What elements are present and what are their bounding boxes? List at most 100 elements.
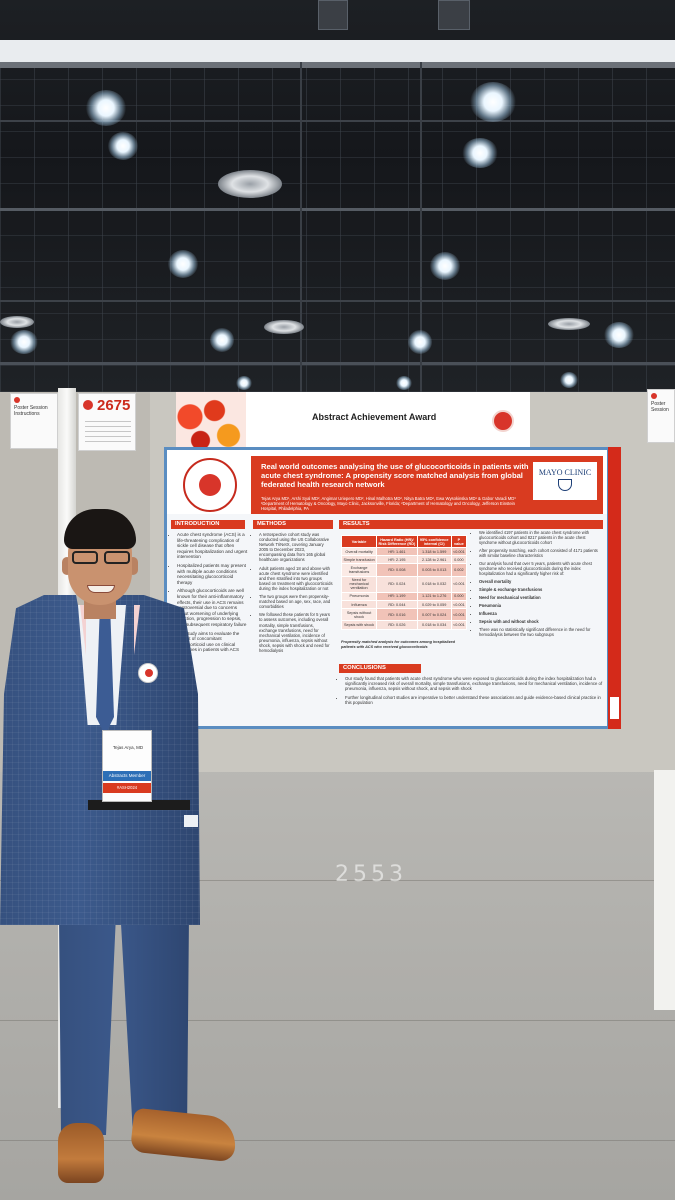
- results-caption: Propensity matched analysis for outcomes…: [341, 640, 455, 649]
- table-cell: <0.001: [450, 546, 468, 557]
- summary-item: There was no statistically significant d…: [479, 627, 603, 637]
- table-cell: RD: 0.026: [376, 620, 418, 630]
- summary-item: Sepsis with and without shock: [479, 619, 603, 624]
- ceiling-beam: [0, 362, 675, 365]
- poster-side-strip: [608, 447, 621, 729]
- table-cell: 1.121 to 1.276: [416, 591, 452, 601]
- table-cell: 1.318 to 1.599: [416, 546, 452, 557]
- conclusions-heading: CONCLUSIONS: [339, 664, 421, 673]
- intro-item: Hospitalized patients may present with m…: [177, 563, 249, 585]
- ceiling-light: [10, 330, 38, 354]
- booth-number-sign: 2675: [78, 393, 136, 451]
- conclusion-item: Our study found that patients with acute…: [345, 676, 603, 692]
- intro-list: Acute chest syndrome (ACS) is a life-thr…: [171, 532, 249, 653]
- column-header: P value: [450, 535, 468, 548]
- summary-item: Influenza: [479, 611, 603, 616]
- ash-pin-icon: [138, 663, 158, 683]
- affiliations: ¹Department of Hematology & Oncology, Ma…: [261, 501, 515, 511]
- table-cell: 0.007 to 0.024: [416, 608, 452, 622]
- award-banner: Abstract Achievement Award: [176, 392, 530, 454]
- sign-title: Poster Session: [651, 401, 669, 413]
- mayo-clinic-logo: MAYO CLINIC: [533, 462, 597, 500]
- poster-body: Real world outcomes analysing the use of…: [167, 450, 607, 726]
- presenter: Tejas Arya, MD Abstracts Member #ASH2024: [0, 505, 240, 1195]
- truss-shadow: [0, 62, 675, 68]
- table-row: Influenza RD: 0.044 0.029 to 0.059 <0.001: [340, 599, 468, 610]
- booth-number: 2675: [97, 397, 131, 414]
- author-list: Tejas Arya MD¹, Arshi Syal MD², Angimar …: [261, 496, 516, 501]
- hair: [64, 509, 136, 549]
- ash-logo-icon: [651, 393, 657, 399]
- table-cell: RD: 0.044: [376, 599, 418, 610]
- table-cell: 0.002: [450, 563, 468, 577]
- intro-item: Acute chest syndrome (ACS) is a life-thr…: [177, 532, 249, 560]
- right-lens: [104, 551, 130, 564]
- table-cell: RD: 0.024: [376, 575, 418, 593]
- ceiling-rail: [300, 62, 302, 392]
- sign-title: Poster Session Instructions: [14, 405, 48, 417]
- table-cell: HR: 1.199: [376, 591, 418, 601]
- left-lens: [72, 551, 98, 564]
- methods-list: A retrospective cohort study was conduct…: [253, 532, 333, 653]
- table-cell: 0.000: [450, 555, 468, 565]
- ceiling-rail: [420, 62, 422, 392]
- table-row: Exchange transfusions RD: 0.008 0.003 to 0…: [340, 563, 468, 577]
- right-ear: [128, 557, 138, 575]
- smile: [87, 585, 115, 593]
- floor-seam: [0, 1020, 675, 1021]
- ceiling-light: [408, 330, 432, 354]
- summary-item: Simple & exchange transfusions: [479, 587, 603, 592]
- ceiling-beam: [0, 208, 675, 211]
- table-cell: Influenza: [340, 599, 378, 610]
- table-header-row: Variable Hazard Ratio (HR)/ Risk Differe…: [340, 535, 468, 548]
- intro-column: Acute chest syndrome (ACS) is a life-thr…: [171, 532, 249, 656]
- badge-ribbon: #ASH2024: [103, 783, 151, 793]
- intro-heading: INTRODUCTION: [171, 520, 245, 529]
- booth-pole-right: [654, 770, 675, 1010]
- floor-seam: [0, 880, 675, 881]
- table-cell: <0.001: [450, 575, 468, 593]
- table-cell: 2.128 to 2.961: [416, 555, 452, 565]
- ceiling-light: [108, 132, 138, 160]
- ceiling-vent: [548, 318, 590, 330]
- intro-item: Our study aims to evaluate the impact of…: [177, 631, 249, 653]
- blood-cells-image: [176, 392, 246, 454]
- poster-title-bar: Real world outcomes analysing the use of…: [251, 456, 603, 514]
- conclusions-list: Our study found that patients with acute…: [339, 676, 603, 705]
- table-cell: 0.018 to 0.034: [416, 620, 452, 630]
- ceiling-light: [210, 328, 234, 352]
- ceiling-light: [86, 90, 126, 126]
- column-header: 95% confidence interval (CI): [416, 535, 452, 548]
- table-cell: Exchange transfusions: [340, 563, 378, 577]
- ceiling-vent: [264, 320, 304, 334]
- ash-seal: [173, 456, 247, 514]
- poster-instructions-sign: Poster Session Instructions: [10, 393, 58, 449]
- summary-item: After propensity matching, each cohort c…: [479, 548, 603, 558]
- methods-heading: METHODS: [253, 520, 333, 529]
- ceiling-light: [470, 82, 516, 122]
- table-row: Pneumonia HR: 1.199 1.121 to 1.276 0.000: [340, 591, 468, 601]
- table-cell: Pneumonia: [340, 591, 378, 601]
- results-heading: RESULTS: [339, 520, 603, 529]
- table-cell: Simple transfusion: [340, 555, 378, 565]
- table-cell: Sepsis without shock: [340, 608, 378, 622]
- summary-item: We identified 4197 patients in the acute…: [479, 530, 603, 545]
- left-ear: [62, 557, 72, 575]
- name-badge: Tejas Arya, MD Abstracts Member #ASH2024: [102, 730, 152, 802]
- qr-code-icon: [610, 697, 619, 719]
- table-cell: 0.000: [450, 591, 468, 601]
- ceiling-light: [168, 250, 198, 278]
- summary-item: Pneumonia: [479, 603, 603, 608]
- results-table-body: Overall mortality HR: 1.461 1.318 to 1.599…: [340, 546, 468, 630]
- table-cell: 0.018 to 0.032: [416, 575, 452, 593]
- results-table: Variable Hazard Ratio (HR)/ Risk Differe…: [340, 535, 468, 630]
- table-cell: <0.001: [450, 599, 468, 610]
- methods-item: Adult patients aged 18 and above with ac…: [259, 566, 333, 591]
- ceiling-vent: [218, 170, 282, 198]
- research-poster: Real world outcomes analysing the use of…: [164, 447, 621, 729]
- table-row: Sepsis with shock RD: 0.026 0.018 to 0.034…: [340, 620, 468, 630]
- sign-text-lines: [85, 418, 131, 442]
- ceiling-light: [604, 322, 634, 348]
- right-shoe: [129, 1107, 239, 1163]
- column-header: Hazard Ratio (HR)/ Risk Difference (RD): [376, 535, 418, 548]
